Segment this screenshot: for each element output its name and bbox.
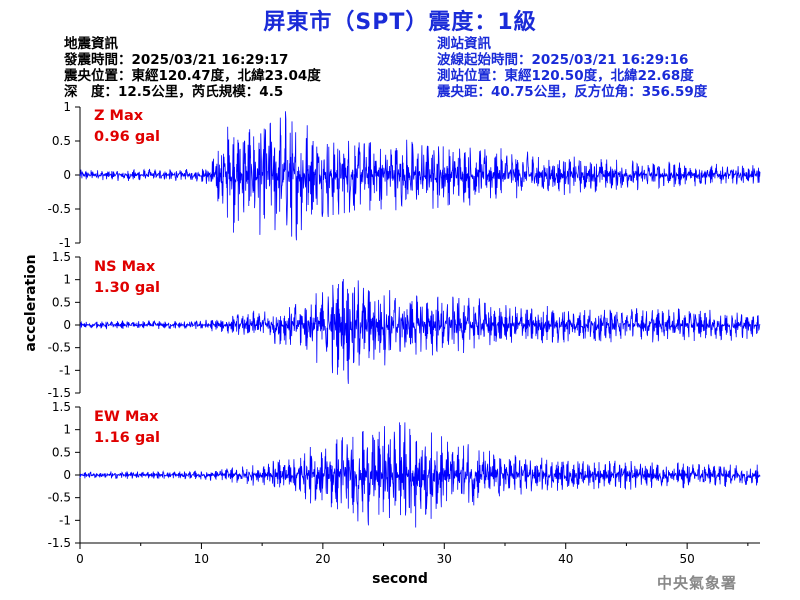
ew-max-title: EW Max (94, 409, 159, 425)
y-tick-label: -0.5 (48, 491, 71, 505)
y-tick-label: -1.5 (48, 386, 71, 400)
distance-azimuth: 震央距：40.75公里，反方位角：356.59度 (437, 84, 708, 100)
y-tick-label: 1 (63, 423, 71, 437)
y-tick-label: 1 (63, 100, 71, 114)
y-tick-label: 1.5 (52, 250, 71, 264)
x-tick-label: 40 (558, 552, 573, 566)
y-tick-label: 0.5 (52, 134, 71, 148)
wave-start-time: 波線起始時間：2025/03/21 16:29:16 (437, 52, 689, 68)
trace-z (79, 111, 761, 241)
depth-magnitude: 深 度：12.5公里，芮氏規模：4.5 (64, 84, 284, 100)
ew-max-label: EW Max 1.16 gal (94, 407, 160, 449)
ew-max-value: 1.16 gal (94, 430, 160, 446)
ns-max-title: NS Max (94, 259, 156, 275)
y-tick-label: -0.5 (48, 202, 71, 216)
x-tick-label: 30 (437, 552, 452, 566)
y-tick-label: -1 (59, 513, 71, 527)
y-tick-label: -0.5 (48, 341, 71, 355)
x-axis-label-text: second (372, 571, 428, 587)
y-axis-label: acceleration (23, 254, 39, 352)
y-tick-label: 1.5 (52, 400, 71, 414)
y-tick-label: -1 (59, 363, 71, 377)
z-max-label: Z Max 0.96 gal (94, 106, 160, 148)
epicenter-location: 震央位置：東經120.47度，北緯23.04度 (64, 68, 321, 84)
z-max-title: Z Max (94, 108, 144, 124)
ns-max-value: 1.30 gal (94, 280, 160, 296)
y-tick-label: 0 (63, 318, 71, 332)
y-tick-label: 1 (63, 273, 71, 287)
y-tick-label: -1.5 (48, 536, 71, 550)
earthquake-info-heading: 地震資訊 (64, 36, 118, 52)
z-max-value: 0.96 gal (94, 129, 160, 145)
station-location: 測站位置：東經120.50度，北緯22.68度 (437, 68, 694, 84)
trace-ew (79, 422, 761, 528)
origin-time: 發震時間：2025/03/21 16:29:17 (64, 52, 289, 68)
page-title: 屏東市（SPT）震度：1級 (263, 10, 537, 35)
y-tick-label: -1 (59, 236, 71, 250)
x-tick-label: 0 (76, 552, 84, 566)
x-tick-label: 10 (194, 552, 209, 566)
earthquake-info: 地震資訊 發震時間：2025/03/21 16:29:17 震央位置：東經120… (64, 36, 321, 100)
station-info: 測站資訊 波線起始時間：2025/03/21 16:29:16 測站位置：東經1… (437, 36, 707, 100)
trace-ns (79, 278, 761, 384)
y-tick-label: 0 (63, 468, 71, 482)
x-tick-label: 50 (680, 552, 695, 566)
ns-max-label: NS Max 1.30 gal (94, 257, 160, 299)
station-info-heading: 測站資訊 (437, 36, 491, 52)
y-tick-label: 0 (63, 168, 71, 182)
x-tick-label: 20 (315, 552, 330, 566)
agency-watermark: 中央氣象署 (657, 574, 738, 592)
y-tick-label: 0.5 (52, 295, 71, 309)
y-tick-label: 0.5 (52, 445, 71, 459)
